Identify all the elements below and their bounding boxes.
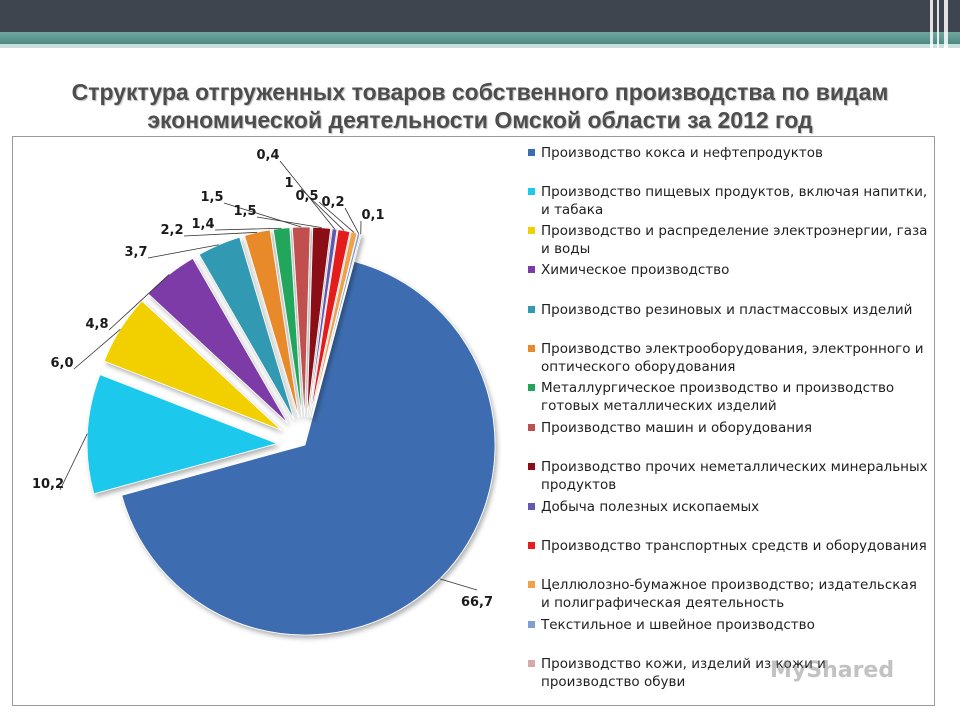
legend-label: Добыча полезных ископаемых [541, 499, 760, 515]
legend-item: Целлюлозно-бумажное производство; издате… [528, 576, 928, 612]
slice-value-label: 6,0 [50, 356, 73, 371]
legend-swatch [528, 463, 535, 470]
legend-item: Текстильное и швейное производство [528, 616, 928, 634]
decor-line [800, 58, 960, 61]
legend-item: Производство транспортных средств и обор… [528, 537, 928, 555]
legend-label: Производство машин и оборудования [541, 420, 812, 436]
legend-swatch [528, 503, 535, 510]
legend-item: Производство машин и оборудования [528, 419, 928, 437]
legend-label: Производство транспортных средств и обор… [541, 538, 927, 554]
top-pale-bar [0, 44, 960, 48]
legend-label: Производство пищевых продуктов, включая … [541, 184, 928, 218]
leader-line [223, 202, 302, 228]
pie-slice [86, 374, 279, 495]
legend-swatch [528, 424, 535, 431]
legend-swatch [528, 384, 535, 391]
legend-label: Химическое производство [541, 262, 730, 278]
legend-label: Производство кожи, изделий из кожи и про… [541, 656, 826, 690]
slide-title: Структура отгруженных товаров собственно… [20, 78, 940, 134]
leader-line [344, 207, 360, 234]
pie-slice [310, 231, 358, 418]
slice-value-label: 66,7 [461, 595, 493, 610]
legend-label: Металлургическое производство и производ… [541, 380, 895, 414]
slice-value-label: 1,5 [200, 190, 223, 205]
pie-slice [311, 233, 362, 419]
legend-swatch [528, 306, 535, 313]
leader-line [318, 201, 355, 233]
leader-line [147, 244, 219, 259]
leader-line [108, 274, 170, 331]
legend-label: Текстильное и швейное производство [541, 617, 815, 633]
legend-label: Производство прочих неметаллических мине… [541, 459, 928, 493]
legend-swatch [528, 621, 535, 628]
decor-stripe [930, 0, 933, 62]
watermark: MyShared [770, 658, 895, 683]
pie-slice [291, 226, 311, 418]
decor-stripe [937, 0, 939, 62]
slice-value-label: 0,5 [295, 189, 318, 204]
slice-value-label: 1,5 [233, 204, 256, 219]
leader-line [300, 188, 345, 231]
leader-line [73, 328, 121, 370]
slice-value-label: 1,4 [191, 217, 214, 232]
title-line-1: Структура отгруженных товаров собственно… [71, 79, 889, 105]
leader-line [439, 578, 478, 591]
slice-value-label: 0,1 [361, 208, 384, 223]
legend-swatch [528, 581, 535, 588]
slice-value-label: 10,2 [32, 477, 64, 492]
legend-swatch [528, 345, 535, 352]
pie-slice [121, 260, 496, 636]
legend-swatch [528, 227, 535, 234]
decor-line [570, 49, 890, 52]
leader-line [183, 231, 258, 237]
legend-swatch [528, 660, 535, 667]
legend-item: Производство электрооборудования, электр… [528, 340, 928, 376]
slice-value-label: 4,8 [85, 317, 108, 332]
legend-label: Производство электрооборудования, электр… [541, 341, 924, 375]
legend-item: Металлургическое производство и производ… [528, 379, 928, 415]
legend-swatch [528, 188, 535, 195]
pie-slice [309, 229, 351, 418]
top-dark-bar [0, 0, 960, 32]
leader-line [59, 433, 88, 491]
legend-label: Производство кокса и нефтепродуктов [541, 145, 823, 161]
leader-line [256, 216, 322, 229]
legend-item: Производство резиновых и пластмассовых и… [528, 301, 928, 319]
legend-item: Производство прочих неметаллических мине… [528, 458, 928, 494]
legend-swatch [528, 266, 535, 273]
slice-value-label: 0,2 [321, 195, 344, 210]
title-line-2: экономической деятельности Омской област… [147, 107, 813, 133]
legend-swatch [528, 149, 535, 156]
legend-item: Производство пищевых продуктов, включая … [528, 183, 928, 219]
top-teal-bar [0, 32, 960, 44]
legend-item: Производство и распределение электроэнер… [528, 222, 928, 258]
legend-item: Производство кожи, изделий из кожи и про… [528, 655, 928, 691]
slice-value-label: 2,2 [160, 223, 183, 238]
decor-stripe [944, 0, 948, 62]
legend-label: Целлюлозно-бумажное производство; издате… [541, 577, 917, 611]
legend-item: Химическое производство [528, 261, 928, 279]
slice-value-label: 3,7 [124, 245, 147, 260]
legend-item: Производство кокса и нефтепродуктов [528, 144, 928, 162]
slice-value-label: 0,4 [256, 148, 279, 163]
legend-label: Производство резиновых и пластмассовых и… [541, 302, 913, 318]
legend-label: Производство и распределение электроэнер… [541, 223, 928, 257]
leader-line [214, 227, 282, 231]
slice-value-label: 1 [284, 176, 293, 191]
legend-swatch [528, 542, 535, 549]
legend-item: Добыча полезных ископаемых [528, 498, 928, 516]
pie-slice [103, 300, 282, 431]
